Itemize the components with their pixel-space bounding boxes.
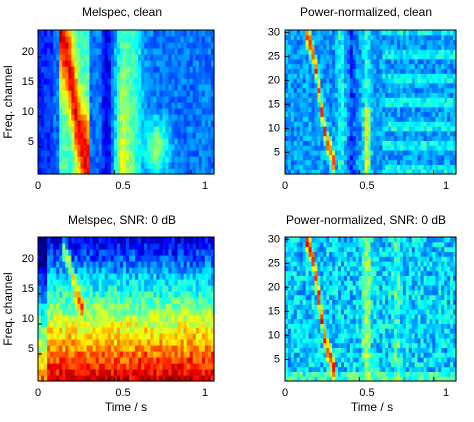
y-tick-label: 5	[28, 343, 34, 355]
panel-title: Melspec, SNR: 0 dB	[68, 213, 176, 227]
heatmap-cells	[285, 30, 457, 175]
x-tick-label: 1	[202, 180, 208, 192]
x-tick-label: 0	[35, 180, 41, 192]
y-tick-label: 25	[268, 50, 280, 62]
panel-title: Melspec, clean	[82, 5, 162, 19]
x-tick-label: 0.5	[115, 387, 130, 399]
panel-power-normalized-noisy: Power-normalized, SNR: 0 dB 30 25 20 15 …	[268, 213, 457, 414]
panel-title: Power-normalized, SNR: 0 dB	[286, 213, 446, 227]
x-tick-label: 1	[202, 387, 208, 399]
x-tick-label: 0	[35, 387, 41, 399]
y-tick-label: 20	[268, 74, 280, 86]
x-axis-label: Time / s	[105, 400, 147, 414]
y-tick-label: 15	[22, 76, 34, 88]
y-tick-label: 5	[28, 136, 34, 148]
x-tick-label: 0.5	[115, 180, 130, 192]
y-axis-label: Freq. channel	[1, 65, 15, 138]
y-tick-label: 10	[268, 122, 280, 134]
y-tick-label: 15	[268, 98, 280, 110]
y-tick-label: 30	[268, 26, 280, 38]
y-tick-label: 5	[274, 146, 280, 158]
panel-melspec-clean: Melspec, clean 20 15 10 5 0 0.5 1 Freq. …	[1, 5, 215, 192]
x-tick-label: 0	[282, 180, 288, 192]
y-tick-label: 10	[22, 313, 34, 325]
y-tick-label: 20	[22, 253, 34, 265]
x-tick-label: 0.5	[359, 180, 374, 192]
panel-title: Power-normalized, clean	[300, 5, 432, 19]
y-tick-label: 20	[22, 46, 34, 58]
y-tick-label: 15	[22, 283, 34, 295]
panel-melspec-noisy: Melspec, SNR: 0 dB 20 15 10 5 0 0.5 1 Fr…	[1, 213, 215, 414]
x-tick-label: 1	[443, 180, 449, 192]
heatmap-cells	[38, 237, 215, 382]
y-axis-label: Freq. channel	[1, 272, 15, 345]
heatmap-cells	[38, 30, 215, 175]
heatmap-cells	[285, 237, 457, 382]
panel-power-normalized-clean: Power-normalized, clean 30 25 20 15 10 5…	[268, 5, 457, 192]
y-tick-label: 10	[22, 106, 34, 118]
